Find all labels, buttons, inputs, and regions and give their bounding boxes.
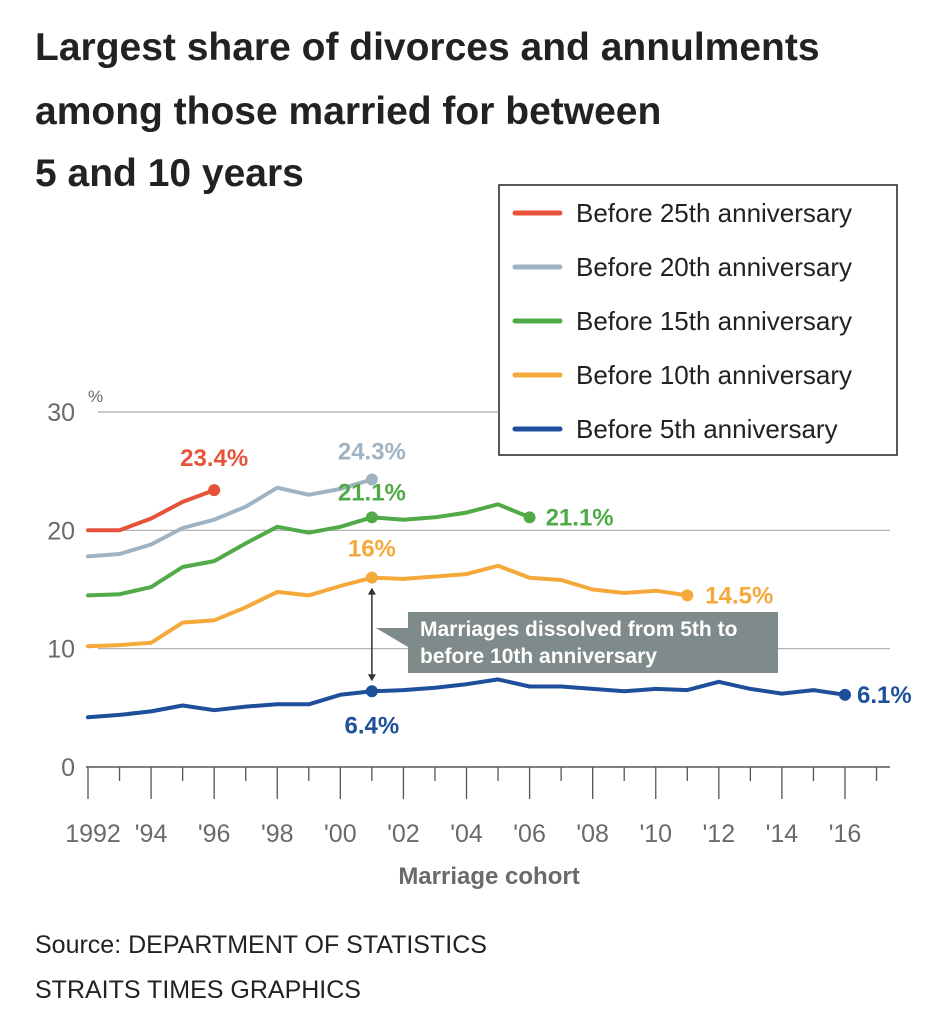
series-end-point	[365, 473, 378, 486]
callout-box	[375, 612, 778, 673]
x-tick-label: '10	[639, 820, 672, 848]
legend-box	[498, 184, 898, 456]
legend-item-label: Before 10th anniversary	[576, 360, 852, 390]
arrow-head-up	[367, 587, 376, 595]
series-end-point	[208, 484, 221, 497]
legend-item-label: Before 5th anniversary	[576, 414, 838, 444]
x-tick-label: '00	[324, 820, 357, 848]
x-tick-label: '08	[576, 820, 609, 848]
difference-arrow	[367, 587, 376, 682]
chart-title: Largest share of divorces and annulments…	[35, 26, 820, 195]
y-tick-label: 10	[47, 636, 75, 664]
arrow-head-down	[367, 674, 376, 682]
series-mid-point	[365, 685, 378, 698]
series-mid-point	[365, 571, 378, 584]
legend-item-label: Before 15th anniversary	[576, 306, 852, 336]
series-line-1	[86, 477, 374, 559]
callout-line-1: Marriages dissolved from 5th to	[420, 618, 737, 641]
value-label: 24.3%	[338, 438, 406, 465]
x-tick-label: '14	[766, 820, 799, 848]
value-label: 14.5%	[705, 582, 773, 609]
value-label: 21.1%	[546, 504, 614, 531]
value-label: 6.1%	[857, 682, 912, 709]
source-line-1: Source: DEPARTMENT OF STATISTICS	[35, 931, 487, 959]
series-lines	[86, 473, 851, 720]
series-end-point	[681, 589, 694, 602]
x-tick-label: '06	[513, 820, 546, 848]
legend-item-label: Before 20th anniversary	[576, 252, 852, 282]
series-line-3	[86, 563, 690, 649]
series-mid-point	[365, 511, 378, 524]
series-line-4	[86, 677, 847, 720]
x-tick-label: '98	[261, 820, 294, 848]
title-line-2: among those married for between	[35, 90, 661, 133]
value-label: 16%	[348, 536, 396, 563]
x-tick-label: 1992	[65, 820, 121, 848]
x-axis: 1992 '94 '96 '98 '00 '02 '04 '06 '08 '10 '12 '14 '16	[65, 766, 890, 848]
series-line-0	[86, 488, 217, 533]
legend-item-label: Before 25th anniversary	[576, 198, 852, 228]
value-label: 21.1%	[338, 479, 406, 506]
x-tick-label: '04	[450, 820, 483, 848]
value-label: 23.4%	[180, 445, 248, 472]
y-unit-label: %	[88, 387, 103, 406]
legend: Before 25th anniversary Before 20th anniv…	[498, 184, 898, 456]
x-tick-label: '12	[703, 820, 736, 848]
y-tick-label: 30	[47, 399, 75, 427]
source-note: Source: DEPARTMENT OF STATISTICS STRAITS…	[35, 931, 487, 1004]
x-tick-label: '02	[387, 820, 420, 848]
series-line-2	[86, 502, 532, 598]
title-line-3: 5 and 10 years	[35, 152, 304, 195]
y-tick-label: 0	[61, 754, 75, 782]
series-end-point	[839, 688, 851, 701]
series-end-point	[523, 511, 536, 524]
x-tick-label: '94	[135, 820, 168, 848]
x-axis-title: Marriage cohort	[398, 863, 579, 890]
value-labels: 23.4% 24.3% 21.1% 21.1% 16% 14.5% 6.4% 6.1%	[180, 438, 912, 739]
callout: Marriages dissolved from 5th to before 1…	[375, 612, 778, 673]
value-label: 6.4%	[345, 712, 400, 739]
title-line-1: Largest share of divorces and annulments	[35, 26, 820, 69]
x-tick-label: '96	[198, 820, 231, 848]
callout-line-2: before 10th anniversary	[420, 645, 657, 668]
x-tick-label: '16	[829, 820, 862, 848]
source-line-2: STRAITS TIMES GRAPHICS	[35, 976, 361, 1004]
y-tick-label: 20	[47, 517, 75, 545]
